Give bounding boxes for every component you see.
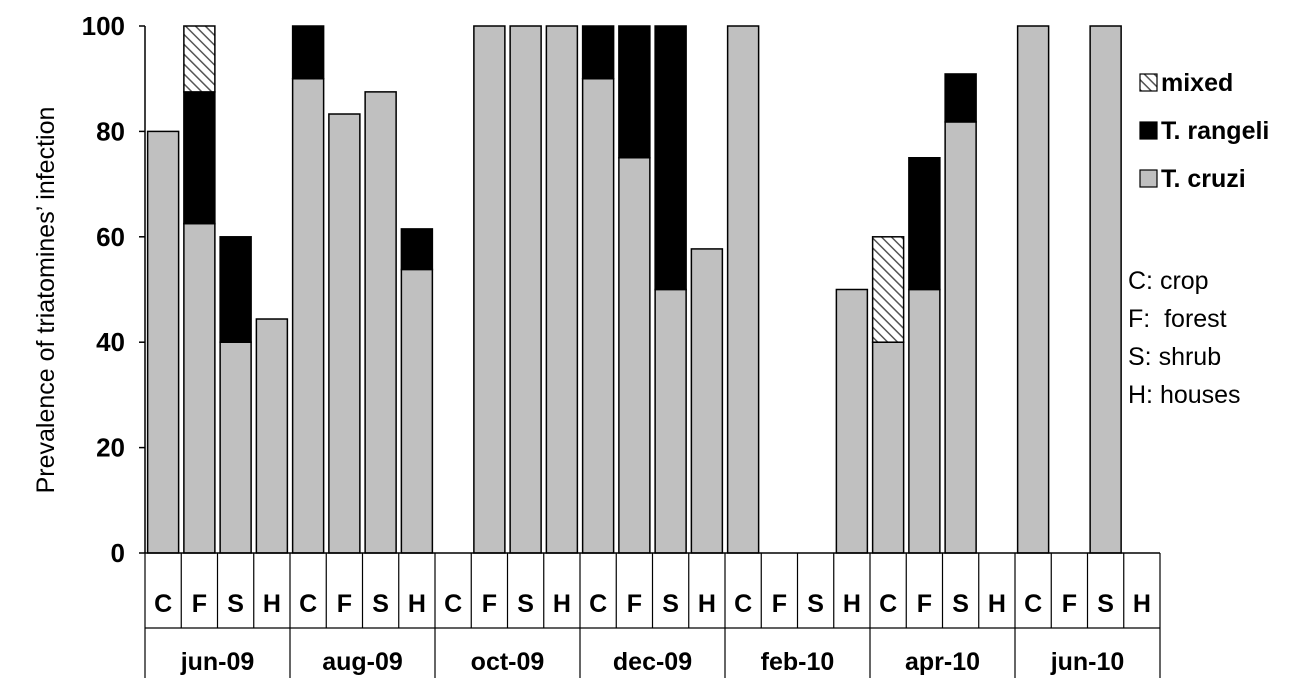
legend-label: mixed: [1161, 69, 1233, 97]
bar-segment-trangeli: [581, 25, 615, 80]
y-tick-label: 0: [111, 538, 125, 568]
bar-segment-tcruzi: [654, 288, 687, 554]
x-site-label: F: [337, 590, 352, 618]
bar-segment-tcruzi: [618, 157, 651, 554]
bar-segment-trangeli: [618, 25, 651, 159]
bar-segment-tcruzi: [908, 288, 941, 554]
bar-segment-tcruzi: [400, 268, 434, 554]
bar-segment-trangeli: [400, 228, 434, 271]
bar-segment-trangeli: [944, 73, 977, 123]
legend-swatch: [1139, 121, 1158, 140]
legend-label: T. cruzi: [1161, 165, 1246, 193]
x-group-label: jun-09: [180, 648, 255, 676]
bar-segment-tcruzi: [1089, 25, 1122, 554]
x-site-label: H: [843, 590, 861, 618]
x-site-label: S: [1097, 590, 1114, 618]
x-group-label: aug-09: [322, 648, 403, 676]
bar-segment-trangeli: [291, 25, 325, 80]
x-site-label: C: [444, 590, 462, 618]
bar-segment-tcruzi: [473, 25, 506, 554]
x-group-label: oct-09: [471, 648, 545, 676]
bar-segment-tcruzi: [219, 341, 252, 554]
x-site-label: C: [1024, 590, 1042, 618]
y-axis-label: Prevalence of triatomines’ infection: [32, 107, 60, 494]
bar-segment-tcruzi: [328, 113, 361, 554]
bar-segment-trangeli: [908, 157, 941, 291]
x-site-label: S: [227, 590, 244, 618]
legend: mixed T. rangeli T. cruzi: [1139, 69, 1269, 193]
y-tick-label: 80: [96, 116, 125, 146]
x-site-label: S: [517, 590, 534, 618]
x-site-label: C: [154, 590, 172, 618]
bar-segment-tcruzi: [944, 121, 977, 554]
x-site-label: F: [192, 590, 207, 618]
plot-area: [146, 25, 1122, 554]
x-site-label: S: [807, 590, 824, 618]
y-tick-label: 60: [96, 222, 125, 252]
legend-swatch: [1139, 169, 1158, 188]
site-key-entry: H: houses: [1128, 381, 1241, 409]
bar-segment-tcruzi: [146, 130, 180, 554]
x-site-label: F: [1062, 590, 1077, 618]
bar-segment-trangeli: [183, 91, 216, 225]
bar-segment-mixed: [871, 236, 905, 343]
x-site-label: C: [299, 590, 317, 618]
x-site-label: S: [952, 590, 969, 618]
y-tick-label: 100: [82, 11, 125, 41]
bar-segment-tcruzi: [726, 25, 760, 554]
x-site-label: H: [553, 590, 571, 618]
bar-segment-tcruzi: [509, 25, 542, 554]
x-site-label: H: [408, 590, 426, 618]
x-site-label: H: [263, 590, 281, 618]
bar-segment-trangeli: [654, 25, 687, 291]
bar-segment-mixed: [183, 25, 216, 93]
bar-segment-tcruzi: [364, 91, 397, 554]
x-group-label: apr-10: [905, 648, 980, 676]
legend-label: T. rangeli: [1161, 117, 1269, 145]
bar-segment-tcruzi: [183, 222, 216, 554]
x-group-label: feb-10: [761, 648, 835, 676]
x-site-label: S: [372, 590, 389, 618]
bar-segment-tcruzi: [291, 77, 325, 554]
legend-swatch: [1139, 73, 1158, 92]
x-site-label: F: [627, 590, 642, 618]
x-site-label: H: [988, 590, 1006, 618]
bar-segment-tcruzi: [581, 77, 615, 554]
x-site-label: C: [734, 590, 752, 618]
site-key-entry: C: crop: [1128, 267, 1209, 295]
x-site-label: H: [698, 590, 716, 618]
bar-segment-tcruzi: [1016, 25, 1050, 554]
x-site-label: F: [917, 590, 932, 618]
y-axis: 0 20 40 60 80 100: [82, 11, 146, 568]
bar-segment-tcruzi: [835, 288, 869, 554]
bar-segment-tcruzi: [255, 318, 289, 554]
site-key-entry: S: shrub: [1128, 343, 1221, 371]
x-group-label: dec-09: [613, 648, 692, 676]
site-key: C: crop F: forest S: shrub H: houses: [1128, 267, 1241, 409]
bar-segment-tcruzi: [545, 25, 579, 554]
bar-segment-tcruzi: [871, 341, 905, 554]
y-tick-label: 40: [96, 327, 125, 357]
bar-segment-trangeli: [219, 236, 252, 343]
x-site-label: S: [662, 590, 679, 618]
bar-segment-tcruzi: [690, 248, 724, 554]
x-site-label: C: [879, 590, 897, 618]
x-group-label: jun-10: [1050, 648, 1125, 676]
x-site-label: H: [1133, 590, 1151, 618]
x-site-label: C: [589, 590, 607, 618]
y-tick-label: 20: [96, 433, 125, 463]
x-site-label: F: [482, 590, 497, 618]
site-key-entry: F: forest: [1128, 305, 1227, 333]
x-site-label: F: [772, 590, 787, 618]
